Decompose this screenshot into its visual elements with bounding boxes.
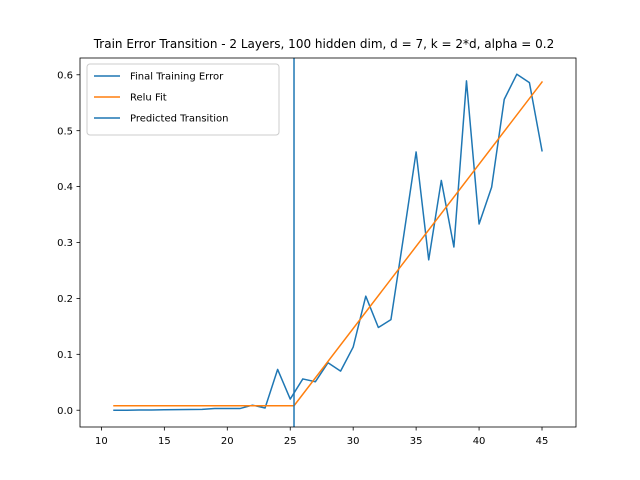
x-tick-label: 25 (284, 436, 297, 447)
legend-label-relu-fit: Relu Fit (130, 93, 167, 104)
y-tick-label: 0.0 (57, 406, 73, 417)
x-tick-label: 20 (221, 436, 234, 447)
legend-label-predicted-transition: Predicted Transition (130, 114, 228, 125)
y-tick-label: 0.1 (57, 350, 73, 361)
y-tick-label: 0.5 (57, 126, 73, 137)
series-final-training-error-line (113, 73, 543, 411)
chart-title: Train Error Transition - 2 Layers, 100 h… (93, 37, 555, 51)
y-tick-label: 0.4 (57, 182, 73, 193)
plot-area (113, 58, 544, 427)
axes: 10 15 20 25 30 35 40 45 0.0 0.1 0.2 0.3 0.4 0.5 0.6 (57, 57, 577, 447)
x-tick-label: 35 (410, 436, 423, 447)
x-tick-label: 40 (473, 436, 486, 447)
x-tick-label: 30 (347, 436, 360, 447)
x-tick-label: 10 (95, 436, 108, 447)
legend: Final Training Error Relu Fit Predicted Tr… (86, 63, 280, 136)
y-tick-label: 0.3 (57, 238, 73, 249)
y-tick-label: 0.6 (57, 70, 73, 81)
x-tick-label: 45 (536, 436, 549, 447)
legend-box (86, 63, 280, 136)
y-tick-label: 0.2 (57, 294, 73, 305)
x-tick-label: 15 (158, 436, 171, 447)
legend-label-final-training-error: Final Training Error (130, 72, 224, 83)
